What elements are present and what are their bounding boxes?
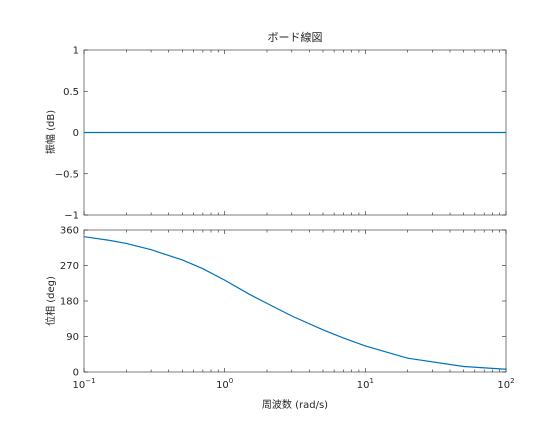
x-tick-label: 102 [497, 377, 514, 391]
magnitude-axes: 振幅 (dB) −1 −0.5 0 0.5 1 [44, 46, 507, 222]
phase-plot-area [83, 229, 507, 373]
y-tick-label: 360 [60, 226, 79, 237]
y-tick-label: −1 [64, 211, 79, 222]
y-tick-label: 0.5 [63, 87, 79, 98]
phase-series-line [83, 236, 507, 370]
y-tick-label: 0 [73, 128, 79, 139]
y-tick-label: −0.5 [55, 169, 79, 180]
y-tick-label: 90 [66, 332, 79, 343]
y-tick-label: 1 [73, 46, 79, 57]
phase-ylabel: 位相 (deg) [44, 276, 57, 326]
chart-title: ボード線図 [268, 30, 323, 44]
y-tick-label: 270 [60, 261, 79, 272]
phase-axes: 位相 (deg) 0 90 180 270 360 [44, 226, 507, 379]
x-tick-label: 10−1 [72, 377, 95, 391]
magnitude-ylabel: 振幅 (dB) [44, 110, 57, 154]
x-tick-label: 100 [216, 377, 233, 391]
y-tick-label: 0 [73, 368, 79, 379]
frequency-xlabel: 周波数 (rad/s) [262, 398, 328, 411]
x-tick-label: 101 [357, 377, 374, 391]
y-tick-label: 180 [60, 297, 79, 308]
